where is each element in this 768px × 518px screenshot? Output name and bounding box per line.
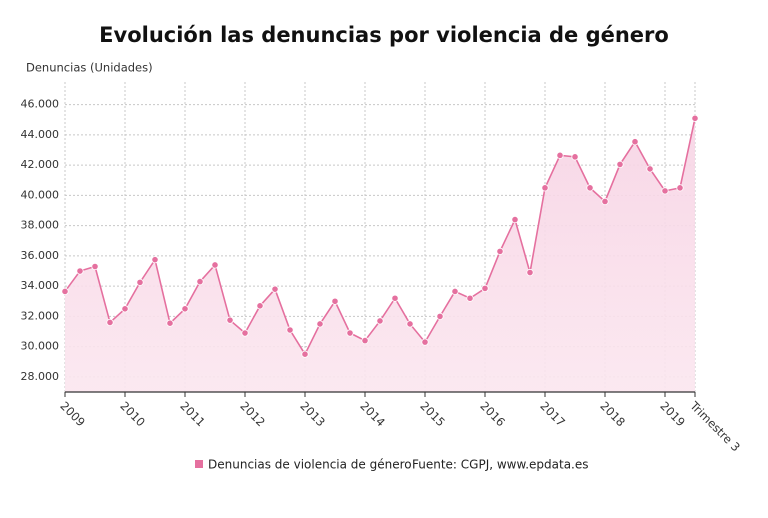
point xyxy=(676,184,684,192)
point xyxy=(496,247,504,255)
point xyxy=(241,329,249,337)
point xyxy=(436,312,444,320)
point xyxy=(511,216,519,224)
point xyxy=(271,285,279,293)
x-tick-label: Trimestre 3 xyxy=(687,398,743,454)
legend-label: Denuncias de violencia de género xyxy=(208,458,412,472)
point xyxy=(616,160,624,169)
x-tick-label: 2013 xyxy=(297,399,328,430)
point xyxy=(76,267,84,275)
point xyxy=(316,320,324,328)
x-tick-label: 2017 xyxy=(537,399,568,430)
y-tick-label: 46.000 xyxy=(21,98,60,111)
point xyxy=(256,302,264,310)
point xyxy=(181,305,189,313)
point xyxy=(406,320,414,328)
point xyxy=(226,316,234,324)
point xyxy=(106,318,114,327)
point xyxy=(481,284,489,293)
point xyxy=(451,287,459,296)
x-tick-label: 2018 xyxy=(597,399,628,430)
y-tick-label: 38.000 xyxy=(21,219,60,232)
point xyxy=(691,114,699,122)
y-tick-label: 32.000 xyxy=(21,309,60,322)
point xyxy=(121,305,129,313)
y-tick-label: 44.000 xyxy=(21,128,60,141)
point xyxy=(301,350,309,358)
x-tick-label: 2012 xyxy=(237,399,268,430)
point xyxy=(61,287,69,296)
point xyxy=(601,197,609,206)
chart-title: Evolución las denuncias por violencia de… xyxy=(99,23,669,47)
point xyxy=(151,256,159,264)
point xyxy=(361,336,369,345)
x-tick-label: 2010 xyxy=(117,399,148,430)
point xyxy=(391,294,399,302)
point xyxy=(631,138,639,146)
y-tick-label: 36.000 xyxy=(21,249,60,262)
x-tick-label: 2016 xyxy=(477,399,508,430)
point xyxy=(526,268,534,277)
point xyxy=(376,317,384,325)
point xyxy=(646,165,654,173)
y-tick-label: 40.000 xyxy=(21,188,60,201)
point xyxy=(331,297,339,305)
point xyxy=(466,294,474,302)
point xyxy=(571,153,579,161)
point xyxy=(346,329,354,337)
point xyxy=(586,184,594,192)
x-tick-label: 2015 xyxy=(417,399,448,430)
y-tick-label: 30.000 xyxy=(21,340,60,353)
point xyxy=(91,262,99,271)
x-tick-label: 2019 xyxy=(657,399,688,430)
point xyxy=(421,338,429,346)
x-tick-label: 2011 xyxy=(177,399,208,430)
y-axis-label: Denuncias (Unidades) xyxy=(26,61,153,75)
legend-swatch xyxy=(195,460,203,468)
x-tick-label: 2014 xyxy=(357,399,388,430)
point xyxy=(286,326,294,334)
source: Fuente: CGPJ, www.epdata.es xyxy=(412,458,589,472)
y-tick-label: 42.000 xyxy=(21,158,60,171)
point xyxy=(136,278,144,286)
y-tick-label: 28.000 xyxy=(21,370,60,383)
point xyxy=(196,278,204,286)
area-fill xyxy=(65,118,695,392)
point xyxy=(541,184,549,192)
point xyxy=(166,319,174,327)
x-tick-label: 2009 xyxy=(57,399,88,430)
point xyxy=(661,187,669,195)
point xyxy=(556,151,564,159)
y-tick-label: 34.000 xyxy=(21,279,60,292)
point xyxy=(211,261,219,269)
